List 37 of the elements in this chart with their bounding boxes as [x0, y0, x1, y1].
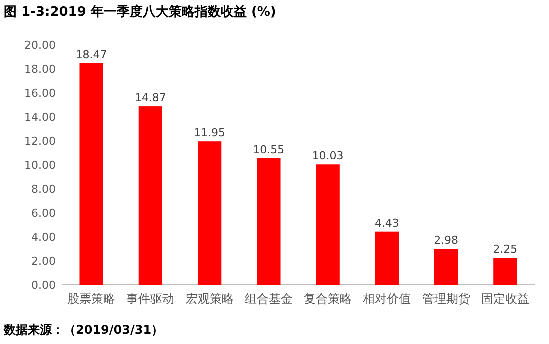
y-tick-label: 0.00 [32, 279, 56, 292]
x-tick-label: 组合基金 [244, 292, 293, 306]
data-label: 11.95 [194, 126, 226, 140]
y-tick-label: 14.00 [24, 111, 56, 124]
x-tick-label: 相对价值 [363, 292, 412, 306]
data-label: 2.25 [493, 243, 518, 256]
x-tick-label: 复合策略 [304, 292, 352, 306]
data-label: 10.55 [253, 143, 285, 156]
x-tick-label: 股票策略 [68, 292, 116, 306]
data-label: 14.87 [134, 92, 166, 105]
x-tick-label: 管理期货 [422, 292, 470, 306]
chart-title: 图 1-3:2019 年一季度八大策略指数收益 (%) [4, 4, 276, 20]
y-tick-label: 20.00 [24, 39, 56, 52]
bar [494, 258, 518, 285]
y-tick-label: 12.00 [24, 135, 56, 148]
y-tick-label: 10.00 [24, 159, 56, 172]
x-tick-label: 固定收益 [481, 292, 530, 306]
bar [80, 63, 104, 285]
bar [257, 158, 281, 285]
y-tick-label: 18.00 [24, 63, 56, 76]
source-note: 数据来源：（2019/03/31） [3, 323, 164, 337]
y-tick-label: 6.00 [32, 207, 56, 220]
y-tick-label: 16.00 [24, 87, 56, 100]
data-label: 18.47 [76, 48, 108, 62]
bar [138, 106, 163, 285]
data-label: 2.98 [434, 234, 459, 248]
bar [434, 249, 458, 285]
x-tick-label: 事件驱动 [126, 292, 175, 306]
bar [198, 142, 222, 285]
bar [316, 164, 340, 285]
bar [375, 232, 400, 285]
y-tick-label: 4.00 [32, 231, 56, 244]
y-tick-label: 8.00 [32, 183, 56, 196]
x-tick-label: 宏观策略 [186, 292, 234, 306]
y-tick-label: 2.00 [32, 255, 56, 268]
data-label: 10.03 [312, 150, 344, 163]
data-label: 4.43 [374, 216, 400, 230]
